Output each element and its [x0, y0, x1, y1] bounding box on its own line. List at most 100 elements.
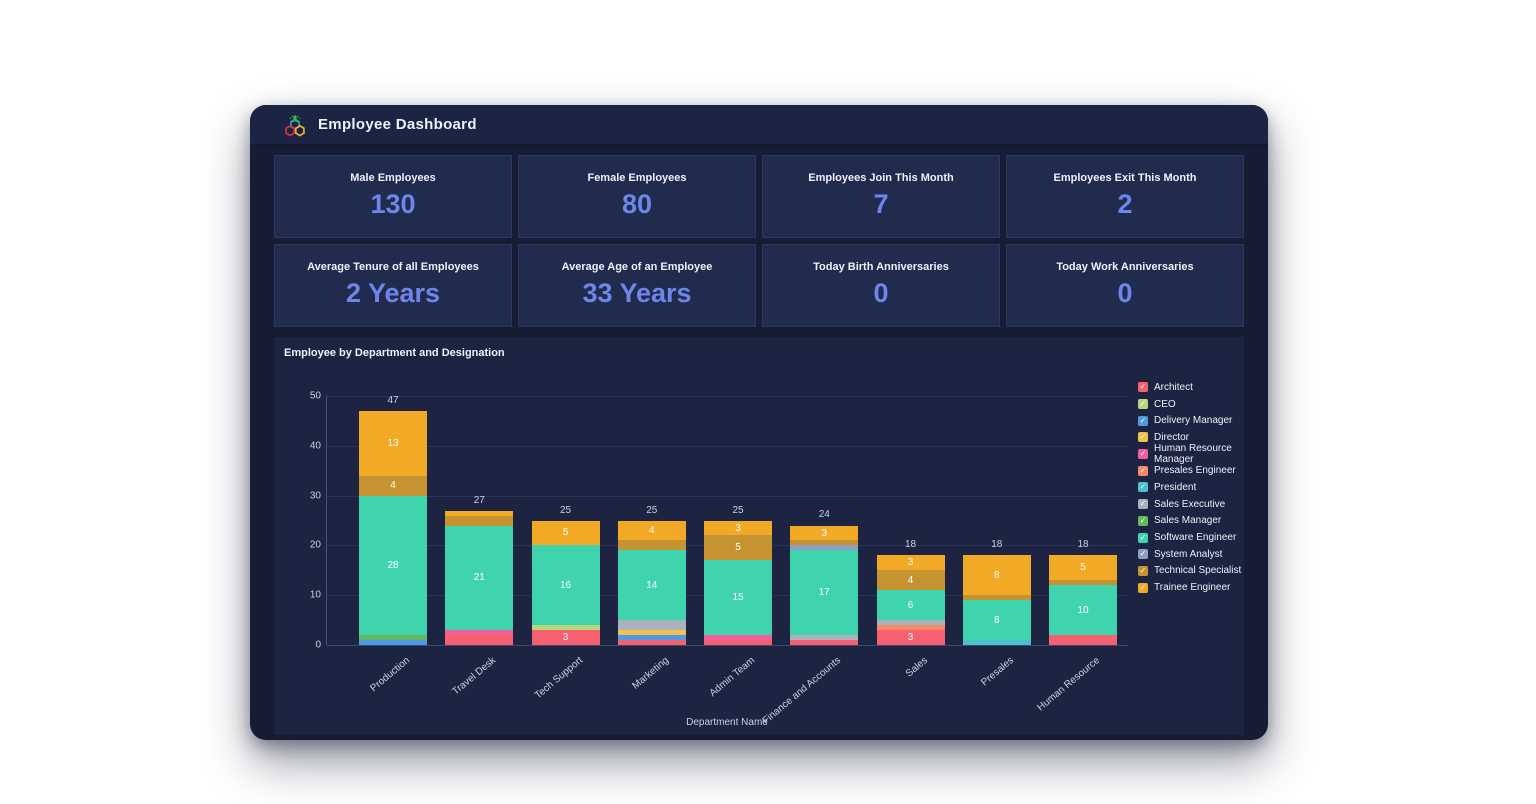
bar-segment[interactable]: 13 — [359, 410, 427, 476]
bar-segment[interactable] — [445, 635, 514, 645]
segment-value-label: 4 — [907, 574, 914, 586]
legend-item[interactable]: ✓ Sales Executive — [1138, 496, 1244, 513]
bar-segment[interactable]: 10 — [1049, 585, 1117, 636]
legend-item[interactable]: ✓ Presales Engineer — [1138, 462, 1244, 479]
bar-segment[interactable]: 15 — [704, 560, 772, 636]
legend-item[interactable]: ✓ CEO — [1138, 396, 1244, 413]
bar-segment[interactable] — [617, 620, 686, 631]
bar-segment[interactable] — [704, 640, 772, 645]
bar-segment[interactable]: 17 — [790, 550, 859, 636]
segment-value-label: 4 — [648, 525, 655, 537]
bar-segment[interactable]: 28 — [359, 495, 427, 636]
legend-item[interactable]: ✓ Trainee Engineer — [1138, 579, 1244, 596]
legend-checkbox-icon[interactable]: ✓ — [1138, 582, 1148, 593]
bar-segment[interactable] — [617, 540, 686, 551]
stacked-bar-finance-and-accounts[interactable]: 17 3 24 — [790, 509, 859, 645]
stacked-bar-human-resource[interactable]: 10 5 18 — [1049, 539, 1117, 645]
segment-value-label: 5 — [735, 542, 741, 554]
bar-segment[interactable]: 21 — [445, 525, 514, 631]
stacked-bar-marketing[interactable]: 14 4 25 — [617, 505, 686, 645]
chart-legend: ✓ Architect ✓ CEO ✓ Delivery Manager ✓ Director… — [1138, 379, 1244, 596]
bar-segment[interactable]: 5 — [1049, 555, 1117, 581]
bar-segment[interactable]: 5 — [531, 520, 600, 546]
segment-value-label: 28 — [387, 559, 399, 571]
legend-checkbox-icon[interactable]: ✓ — [1138, 432, 1148, 443]
bar-segment[interactable] — [876, 625, 945, 631]
bar-segment[interactable] — [531, 625, 600, 631]
bar-segment[interactable]: 4 — [876, 570, 945, 591]
bar-segment[interactable] — [790, 545, 859, 551]
stacked-bar-production[interactable]: 28 4 13 47 — [359, 395, 427, 645]
bar-segment[interactable] — [704, 635, 772, 641]
stacked-bar-tech-support[interactable]: 3 16 5 25 — [531, 505, 600, 645]
bar-segment[interactable] — [1049, 580, 1117, 586]
bar-segment[interactable]: 6 — [876, 590, 945, 621]
bar-segment[interactable]: 4 — [617, 520, 686, 541]
legend-item[interactable]: ✓ Software Engineer — [1138, 529, 1244, 546]
legend-label: Director — [1154, 431, 1190, 443]
legend-checkbox-icon[interactable]: ✓ — [1138, 399, 1148, 410]
bar-segment[interactable]: 8 — [962, 600, 1031, 641]
legend-item[interactable]: ✓ Sales Manager — [1138, 513, 1244, 530]
bar-segment[interactable]: 3 — [531, 630, 600, 645]
legend-label: Sales Manager — [1154, 515, 1222, 527]
stacked-bar-plot: 0 10 20 30 40 50 28 4 13 47 Production 21 27 Travel D… — [310, 391, 1128, 727]
bar-segment[interactable] — [1049, 635, 1117, 645]
bar-segment[interactable] — [617, 635, 686, 641]
bar-segment[interactable]: 16 — [531, 545, 600, 626]
stacked-bar-presales[interactable]: 8 8 18 — [962, 539, 1031, 645]
legend-checkbox-icon[interactable]: ✓ — [1138, 565, 1148, 576]
bar-segment[interactable] — [790, 635, 859, 641]
legend-checkbox-icon[interactable]: ✓ — [1138, 382, 1148, 393]
bar-segment[interactable] — [962, 595, 1031, 601]
stacked-bar-travel-desk[interactable]: 21 27 — [445, 495, 514, 645]
legend-checkbox-icon[interactable]: ✓ — [1138, 465, 1148, 476]
segment-value-label: 10 — [1077, 604, 1089, 616]
bar-segment[interactable] — [445, 515, 514, 526]
bar-segment[interactable] — [790, 640, 859, 645]
bar-segment[interactable] — [962, 640, 1031, 645]
bar-segment[interactable] — [445, 510, 514, 516]
kpi-value: 2 Years — [345, 278, 441, 308]
legend-item[interactable]: ✓ President — [1138, 479, 1244, 496]
chart-panel: Employee by Department and Designation 0… — [274, 337, 1244, 735]
stacked-bar-admin-team[interactable]: 15 5 3 25 — [704, 505, 772, 645]
bar-segment[interactable] — [445, 630, 514, 636]
legend-item[interactable]: ✓ Architect — [1138, 379, 1244, 396]
legend-label: Delivery Manager — [1154, 415, 1233, 427]
legend-checkbox-icon[interactable]: ✓ — [1138, 499, 1148, 510]
bar-segment[interactable]: 3 — [876, 555, 945, 571]
y-axis-tick: 0 — [315, 639, 321, 651]
bar-segment[interactable]: 4 — [359, 475, 427, 496]
legend-item[interactable]: ✓ Delivery Manager — [1138, 412, 1244, 429]
bar-segment[interactable] — [617, 630, 686, 636]
bar-segment[interactable] — [617, 640, 686, 645]
bar-segment[interactable]: 14 — [617, 550, 686, 621]
bar-segment[interactable]: 3 — [704, 520, 772, 536]
legend-item[interactable]: ✓ Director — [1138, 429, 1244, 446]
bar-segment[interactable] — [790, 540, 859, 546]
legend-checkbox-icon[interactable]: ✓ — [1138, 415, 1148, 426]
legend-checkbox-icon[interactable]: ✓ — [1138, 482, 1148, 493]
bar-segment[interactable]: 3 — [790, 525, 859, 541]
bar-segment[interactable]: 3 — [876, 630, 945, 645]
kpi-grid: Male Employees 130 Female Employees 80 E… — [274, 155, 1244, 327]
legend-label: President — [1154, 481, 1197, 493]
kpi-card-birth-anniversaries: Today Birth Anniversaries 0 — [762, 244, 1000, 327]
bar-segment[interactable] — [359, 640, 427, 645]
legend-item[interactable]: ✓ Technical Specialist — [1138, 563, 1244, 580]
stacked-bar-sales[interactable]: 3 6 4 3 18 — [876, 539, 945, 645]
x-axis-label: Finance and Accounts — [760, 655, 844, 727]
y-axis-tick: 40 — [309, 440, 321, 452]
bar-segment[interactable]: 5 — [704, 535, 772, 561]
bar-segment[interactable] — [876, 620, 945, 626]
bar-segment[interactable]: 8 — [962, 555, 1031, 596]
legend-checkbox-icon[interactable]: ✓ — [1138, 549, 1148, 560]
bar-segment[interactable] — [359, 635, 427, 641]
x-axis-label: Admin Team — [707, 655, 758, 700]
legend-item[interactable]: ✓ Human Resource Manager — [1138, 443, 1244, 465]
legend-item[interactable]: ✓ System Analyst — [1138, 546, 1244, 563]
legend-checkbox-icon[interactable]: ✓ — [1138, 449, 1148, 460]
legend-checkbox-icon[interactable]: ✓ — [1138, 532, 1148, 543]
legend-checkbox-icon[interactable]: ✓ — [1138, 515, 1148, 526]
